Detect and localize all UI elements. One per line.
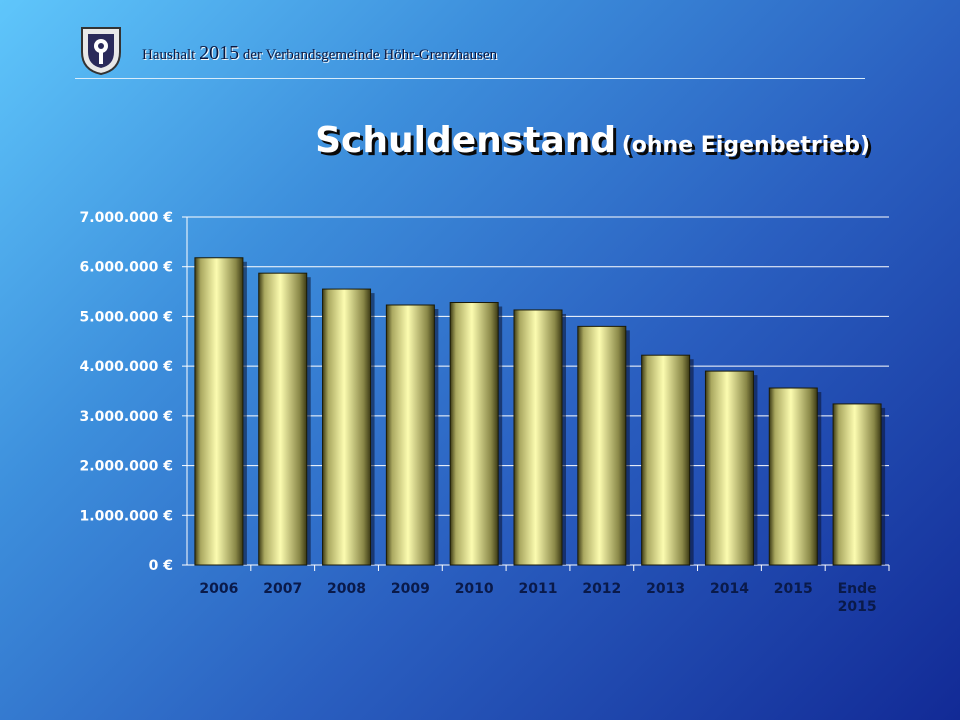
- bar: [258, 272, 308, 566]
- header-divider: [75, 78, 865, 79]
- header-title: Haushalt 2015 der Verbandsgemeinde Höhr-…: [142, 42, 497, 65]
- bar: [513, 309, 563, 566]
- bar: [641, 354, 691, 566]
- y-tick-label: 4.000.000 €: [80, 359, 173, 375]
- y-tick-label: 6.000.000 €: [80, 260, 173, 276]
- bar: [832, 403, 882, 566]
- chart-title-main: Schuldenstand: [315, 120, 617, 161]
- y-tick-label: 2.000.000 €: [80, 459, 173, 475]
- x-tick-label: 2006: [199, 581, 238, 597]
- chart-title-sub: (ohne Eigenbetrieb): [621, 133, 870, 158]
- x-tick-label: 2014: [710, 581, 749, 597]
- y-tick-label: 7.000.000 €: [80, 210, 173, 226]
- x-tick-label: Ende: [838, 581, 877, 597]
- x-tick-label: 2008: [327, 581, 366, 597]
- y-tick-label: 3.000.000 €: [80, 409, 173, 425]
- x-tick-label: 2012: [582, 581, 621, 597]
- bar: [385, 304, 435, 566]
- x-tick-label: 2015: [838, 599, 877, 615]
- x-tick-label: 2007: [263, 581, 302, 597]
- x-tick-label: 2010: [455, 581, 494, 597]
- x-tick-label: 2011: [519, 581, 558, 597]
- coat-of-arms-icon: [81, 27, 121, 76]
- bar: [194, 257, 244, 566]
- bar: [704, 370, 754, 566]
- chart-title: Schuldenstand (ohne Eigenbetrieb): [315, 120, 870, 161]
- y-tick-label: 1.000.000 €: [80, 508, 173, 524]
- header-year: 2015: [199, 42, 240, 64]
- bar: [577, 325, 627, 566]
- bar: [768, 387, 818, 566]
- bar: [449, 302, 499, 566]
- x-tick-label: 2015: [774, 581, 813, 597]
- header-prefix: Haushalt: [142, 47, 196, 63]
- y-tick-label: 5.000.000 €: [80, 309, 173, 325]
- x-tick-label: 2009: [391, 581, 430, 597]
- header-suffix: der Verbandsgemeinde Höhr-Grenzhausen: [242, 47, 498, 63]
- y-tick-label: 0 €: [149, 558, 173, 574]
- x-tick-label: 2013: [646, 581, 685, 597]
- bar: [322, 288, 372, 566]
